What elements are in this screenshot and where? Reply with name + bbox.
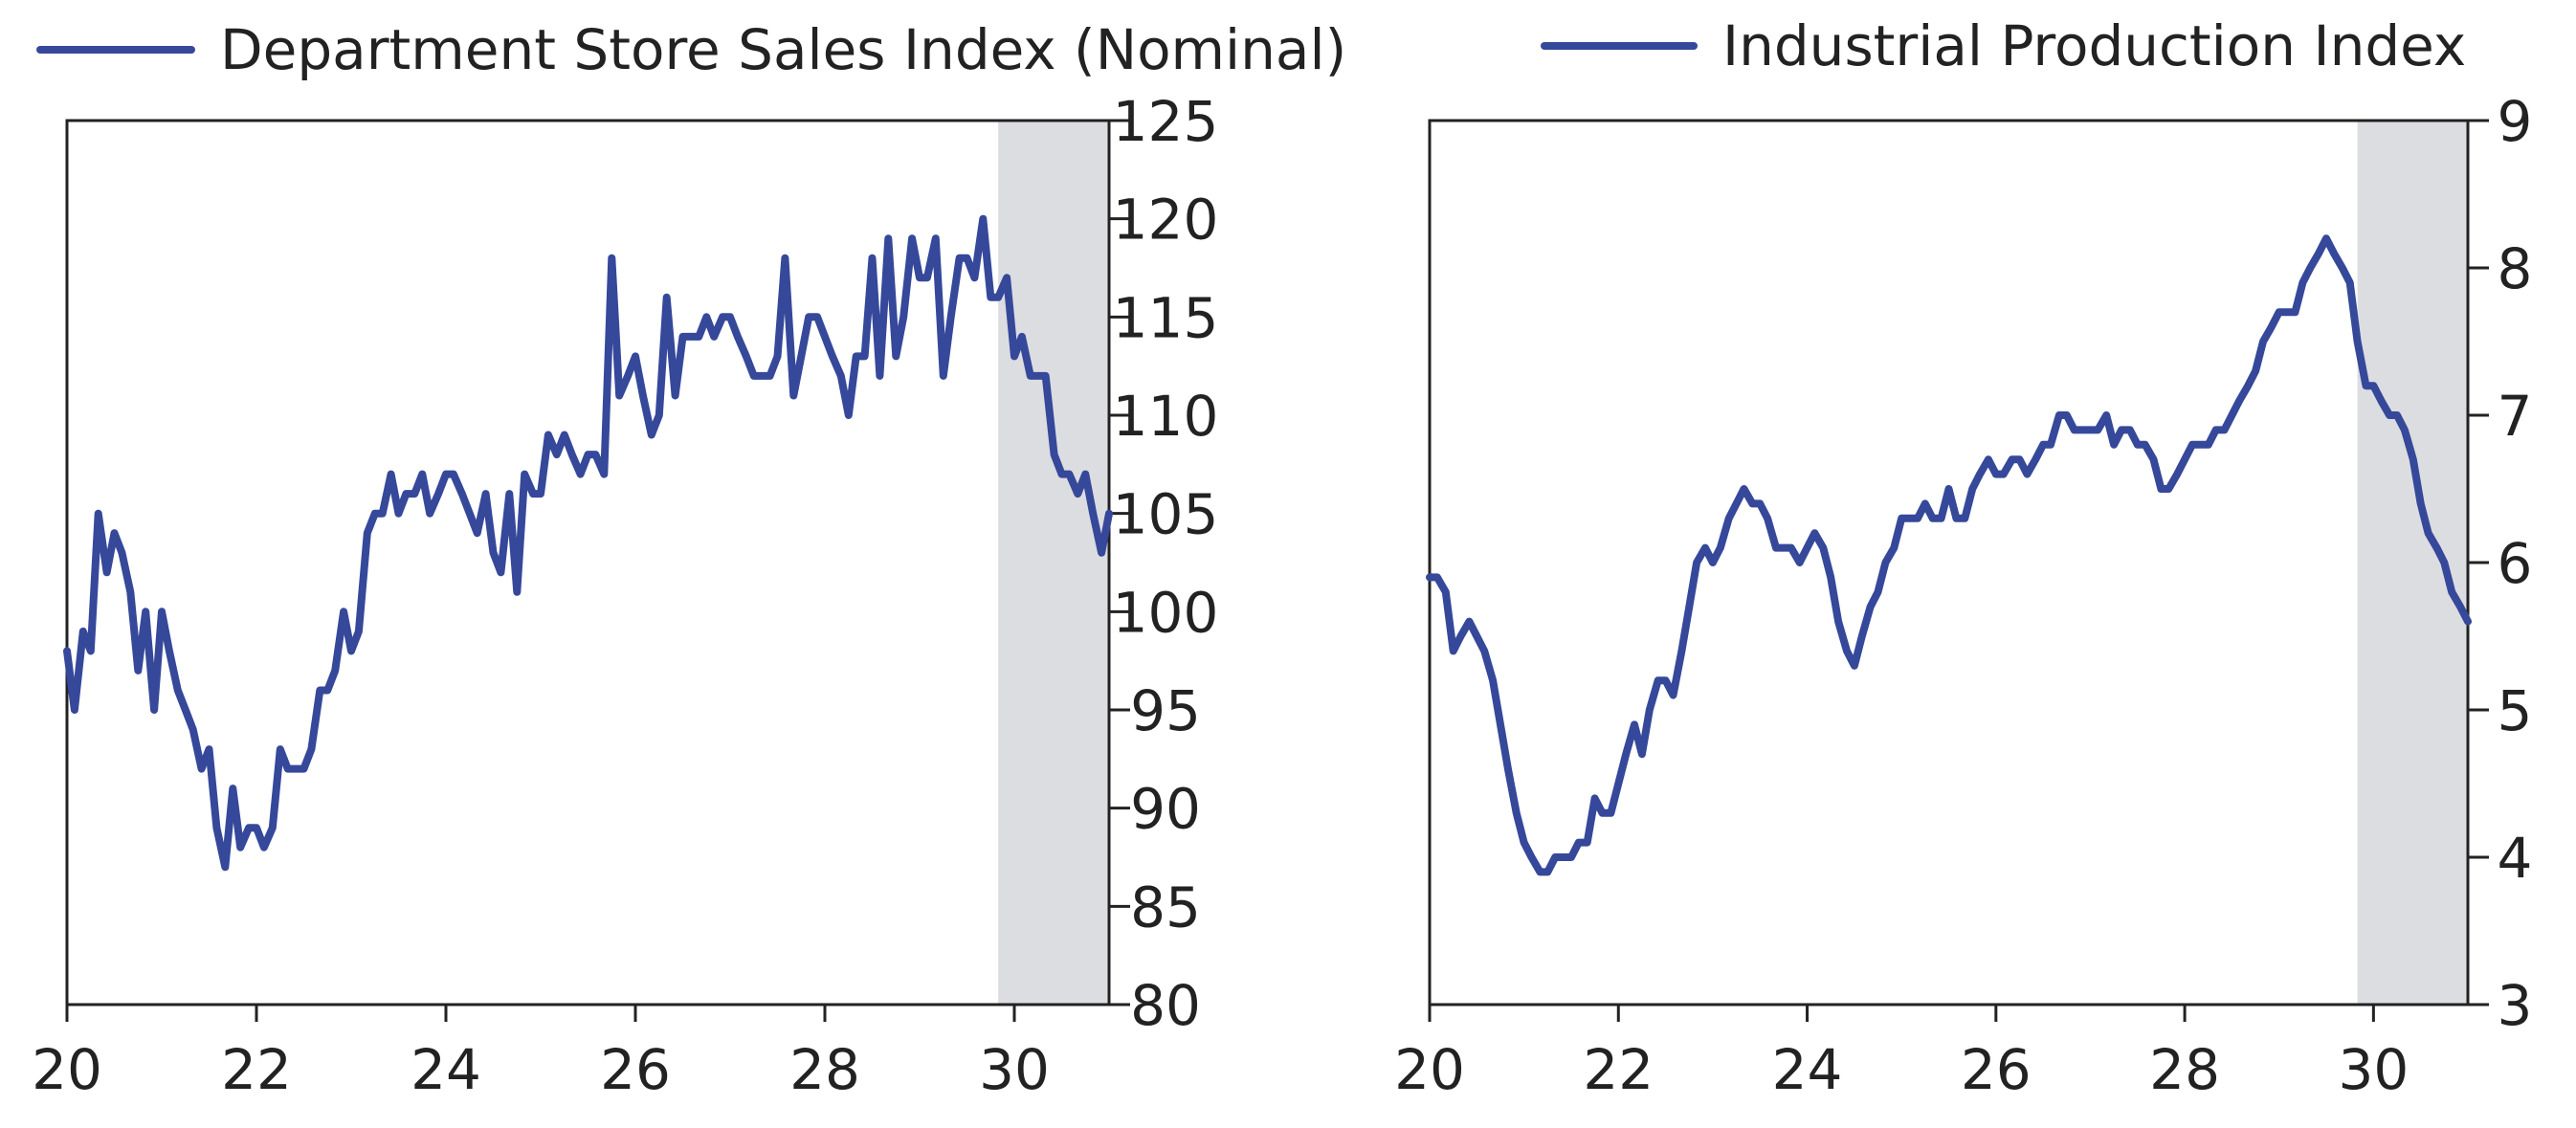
y-tick-label: 100 (1113, 580, 1219, 645)
legend-label: Industrial Production Index (1722, 13, 2466, 78)
x-tick-label: 26 (600, 1037, 671, 1102)
shaded-region (2357, 121, 2468, 1005)
y-tick-label: 5 (2498, 678, 2533, 743)
plot-frame (1428, 119, 2470, 1006)
x-tick-label: 22 (1583, 1037, 1654, 1102)
y-tick-label: 80 (1130, 973, 1201, 1038)
x-tick-label: 26 (1961, 1037, 2032, 1102)
series-line (1426, 234, 2472, 876)
y-tick-label: 125 (1113, 89, 1219, 154)
series-line (63, 214, 1113, 872)
legend-label: Department Store Sales Index (Nominal) (220, 17, 1346, 82)
y-tick-label: 7 (2498, 384, 2533, 449)
x-tick-label: 28 (789, 1037, 860, 1102)
y-tick-label: 90 (1130, 777, 1201, 842)
department-store-sales-chart: 20 22 24 26 28 30 80 85 90 95 100 105 110 115 120 125 De… (32, 17, 1346, 1102)
y-tick-label: 110 (1113, 384, 1219, 449)
y-tick-label: 4 (2498, 826, 2533, 891)
y-tick-label: 95 (1130, 678, 1201, 743)
y-tick-label: 115 (1113, 285, 1219, 350)
y-tick-label: 9 (2498, 89, 2533, 154)
y-tick-label: 6 (2498, 531, 2533, 596)
x-tick-label: 22 (221, 1037, 292, 1102)
x-tick-label: 20 (32, 1037, 102, 1102)
plot-frame (65, 119, 1111, 1006)
x-tick-label: 30 (979, 1037, 1050, 1102)
y-tick-label: 120 (1113, 188, 1219, 253)
y-tick-label: 8 (2498, 236, 2533, 301)
x-tick-label: 30 (2338, 1037, 2409, 1102)
shaded-region (998, 121, 1109, 1005)
x-tick-label: 24 (411, 1037, 481, 1102)
industrial-production-chart: 20 22 24 26 28 30 3 4 5 6 7 8 9 Industrial Production… (1394, 13, 2532, 1102)
x-tick-label: 28 (2149, 1037, 2220, 1102)
y-tick-label: 105 (1113, 482, 1219, 547)
y-tick-label: 85 (1130, 874, 1201, 940)
y-tick-label: 3 (2498, 973, 2533, 1038)
x-tick-label: 24 (1772, 1037, 1843, 1102)
x-tick-label: 20 (1394, 1037, 1465, 1102)
